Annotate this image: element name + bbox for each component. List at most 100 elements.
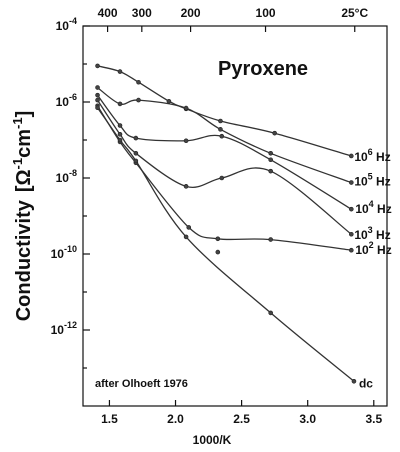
data-point <box>95 92 100 98</box>
series-label-base: dc <box>359 376 373 390</box>
y-tick-exponent: -6 <box>69 92 77 102</box>
source-annotation: after Olhoeft 1976 <box>95 378 188 390</box>
x-tick-label: 2.0 <box>167 412 184 426</box>
y-axis-label: Conductivity[Ω-1cm-1] <box>10 111 35 322</box>
y-axis-label-exp1: -1 <box>10 158 25 170</box>
series-line <box>96 99 352 235</box>
data-point <box>219 133 225 139</box>
data-point <box>95 97 100 103</box>
series-label-unit: Hz <box>373 150 391 164</box>
data-point <box>351 378 357 384</box>
data-point <box>219 175 225 181</box>
data-point <box>117 132 123 137</box>
chart-title: Pyroxene <box>218 58 308 80</box>
series-label: dc <box>359 376 373 390</box>
data-point <box>272 130 277 136</box>
y-tick-exponent: -4 <box>69 16 77 26</box>
data-point <box>349 247 354 253</box>
data-point <box>166 98 172 104</box>
y-axis-label-open: [ <box>13 185 35 192</box>
data-point <box>136 97 141 103</box>
series-label: 103 Hz <box>354 225 390 242</box>
data-point <box>117 137 123 143</box>
data-point <box>117 69 123 74</box>
series-label-base: 10 <box>354 150 368 164</box>
top-tick-label: 400 <box>98 6 118 20</box>
y-tick-base: 10 <box>56 19 70 33</box>
data-point <box>186 225 192 230</box>
data-point <box>133 135 139 141</box>
series-label-unit: Hz <box>373 228 391 242</box>
series-label-base: 10 <box>355 243 369 257</box>
y-axis-label-exp2: -1 <box>10 117 25 129</box>
data-point <box>268 151 273 156</box>
series-label-unit: Hz <box>374 243 392 257</box>
y-tick-base: 10 <box>56 95 70 109</box>
top-tick-label: 100 <box>256 6 276 20</box>
data-point <box>117 123 123 128</box>
series-label-base: 10 <box>354 228 368 242</box>
data-point <box>133 151 139 156</box>
top-tick-label: 200 <box>181 6 201 20</box>
data-point <box>183 234 189 240</box>
x-tick-label: 1.5 <box>101 412 118 426</box>
data-point <box>268 237 273 242</box>
series-label-unit: Hz <box>374 202 392 216</box>
y-tick-base: 10 <box>51 323 65 337</box>
y-tick-label: 10-12 <box>51 320 77 337</box>
data-point <box>136 79 141 85</box>
x-tick-label: 3.0 <box>299 412 316 426</box>
series-label: 105 Hz <box>354 172 390 189</box>
y-tick-label: 10-6 <box>56 92 77 109</box>
y-axis-label-omega: Ω <box>13 169 35 185</box>
y-tick-label: 10-10 <box>51 244 77 261</box>
data-point <box>349 206 354 212</box>
series-label-base: 10 <box>355 202 369 216</box>
y-axis-label-cm: cm <box>13 129 35 158</box>
series-label: 106 Hz <box>354 147 390 164</box>
data-point <box>268 310 273 316</box>
series-label: 104 Hz <box>355 199 391 216</box>
y-axis-label-close: ] <box>13 111 35 118</box>
top-tick-label: 25°C <box>341 6 368 20</box>
data-point <box>215 236 221 242</box>
series-label: 102 Hz <box>355 240 391 257</box>
plot-frame <box>82 25 388 407</box>
x-tick-label: 3.5 <box>365 412 382 426</box>
data-point <box>183 184 189 189</box>
series-label-unit: Hz <box>373 175 391 189</box>
y-tick-exponent: -12 <box>64 320 77 330</box>
series-label-exponent: 6 <box>368 147 373 157</box>
data-point <box>183 105 189 111</box>
y-tick-base: 10 <box>51 247 65 261</box>
data-point <box>349 180 354 185</box>
series-line <box>97 87 352 184</box>
data-point <box>349 231 354 237</box>
y-tick-label: 10-4 <box>56 16 77 33</box>
data-point <box>95 63 100 69</box>
top-tick-label: 300 <box>132 6 152 20</box>
y-tick-label: 10-8 <box>56 168 77 185</box>
data-point <box>349 153 354 159</box>
y-tick-exponent: -10 <box>64 244 77 254</box>
data-point <box>183 138 189 144</box>
data-point <box>268 168 273 174</box>
series-label-base: 10 <box>354 175 368 189</box>
y-axis-label-main: Conductivity <box>13 199 35 321</box>
data-point <box>218 127 223 132</box>
stray-data-point <box>215 249 221 255</box>
x-tick-label: 2.5 <box>233 412 250 426</box>
data-point <box>268 157 273 163</box>
series-label-exponent: 4 <box>369 199 374 209</box>
x-axis-label: 1000/K <box>193 433 232 447</box>
data-point <box>117 101 123 107</box>
series-label-exponent: 2 <box>369 240 374 250</box>
data-point <box>133 158 139 164</box>
data-point <box>95 85 100 90</box>
y-tick-base: 10 <box>56 171 70 185</box>
y-tick-exponent: -8 <box>69 168 77 178</box>
data-point <box>95 105 100 110</box>
data-point <box>218 118 223 124</box>
series-label-exponent: 5 <box>368 172 373 182</box>
